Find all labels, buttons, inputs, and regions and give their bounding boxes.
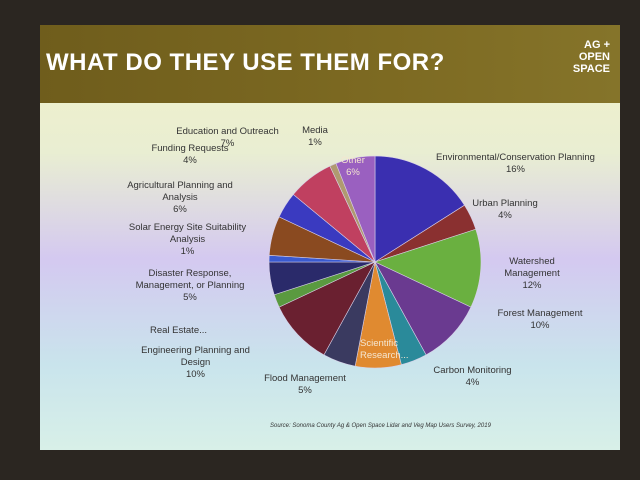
category-label: Environmental/Conservation Planning	[436, 152, 595, 163]
value-label: 10%	[185, 369, 205, 380]
slice-label: Real Estate...	[150, 325, 230, 337]
slide: WHAT DO THEY USE THEM FOR? AG + OPEN SPA…	[40, 25, 620, 450]
category-label: Education and Outreach	[176, 126, 279, 137]
slice-label: Flood Management 5%	[255, 373, 355, 397]
category-label: Media	[302, 125, 328, 136]
source-note: Source: Sonoma County Ag & Open Space Li…	[270, 423, 491, 429]
category-label: Funding Requests	[151, 143, 229, 154]
slice-label: Watershed Management 12%	[482, 256, 582, 292]
logo-text: SPACE	[572, 63, 610, 75]
value-label: 5%	[183, 292, 197, 303]
category-label: Flood Management	[264, 373, 346, 384]
pie-slice	[374, 228, 482, 308]
slice-label: Environmental/Conservation Planning 16%	[428, 152, 603, 176]
value-label: 6%	[173, 204, 187, 215]
slice-label: Media 1%	[295, 125, 335, 149]
logo: AG + OPEN SPACE	[540, 39, 610, 75]
slice-label: Solar Energy Site Suitability Analysis 1%	[120, 222, 255, 258]
slice-label: Carbon Monitoring 4%	[425, 365, 520, 389]
category-label: Forest Management	[497, 308, 583, 319]
value-label: 5%	[298, 385, 312, 396]
logo-text: OPEN	[578, 51, 610, 63]
slice-label: Other 6%	[338, 155, 368, 179]
slice-label: Engineering Planning and Design 10%	[128, 345, 263, 381]
slice-label: Funding Requests 4%	[150, 143, 230, 167]
category-label: Solar Energy Site Suitability Analysis	[128, 222, 247, 245]
slice-label: Forest Management 10%	[490, 308, 590, 332]
category-label: Other	[341, 155, 365, 166]
category-label: Urban Planning	[472, 198, 538, 209]
value-label: 1%	[308, 137, 322, 148]
value-label: 7%	[220, 138, 235, 149]
value-label: 1%	[180, 246, 195, 257]
slide-title: WHAT DO THEY USE THEM FOR?	[46, 49, 445, 76]
slice-label: Education and Outreach 7%	[165, 126, 290, 150]
value-label: 10%	[530, 320, 550, 331]
slice-label: Urban Planning 4%	[470, 198, 540, 222]
slice-label: Scientific Research...	[360, 338, 415, 362]
category-label: Carbon Monitoring	[433, 365, 512, 376]
value-label: 4%	[498, 210, 512, 221]
category-label: Disaster Response, Management, or Planni…	[135, 268, 245, 291]
category-label: Scientific Research...	[360, 338, 409, 361]
slide-header: WHAT DO THEY USE THEM FOR? AG + OPEN SPA…	[40, 25, 620, 103]
category-label: Engineering Planning and Design	[141, 345, 250, 368]
value-label: 16%	[505, 164, 525, 175]
pie-slice	[335, 155, 376, 263]
value-label: 4%	[465, 377, 480, 388]
value-label: 6%	[346, 167, 360, 178]
value-label: 4%	[183, 155, 197, 166]
category-label: Agricultural Planning and Analysis	[127, 180, 233, 203]
category-label: Real Estate...	[150, 325, 208, 336]
logo-text: AG +	[584, 39, 610, 51]
category-label: Watershed Management	[504, 256, 560, 279]
value-label: 12%	[522, 280, 542, 291]
slice-label: Agricultural Planning and Analysis 6%	[110, 180, 250, 216]
slice-label: Disaster Response, Management, or Planni…	[120, 268, 260, 304]
pie-slice	[374, 155, 465, 263]
